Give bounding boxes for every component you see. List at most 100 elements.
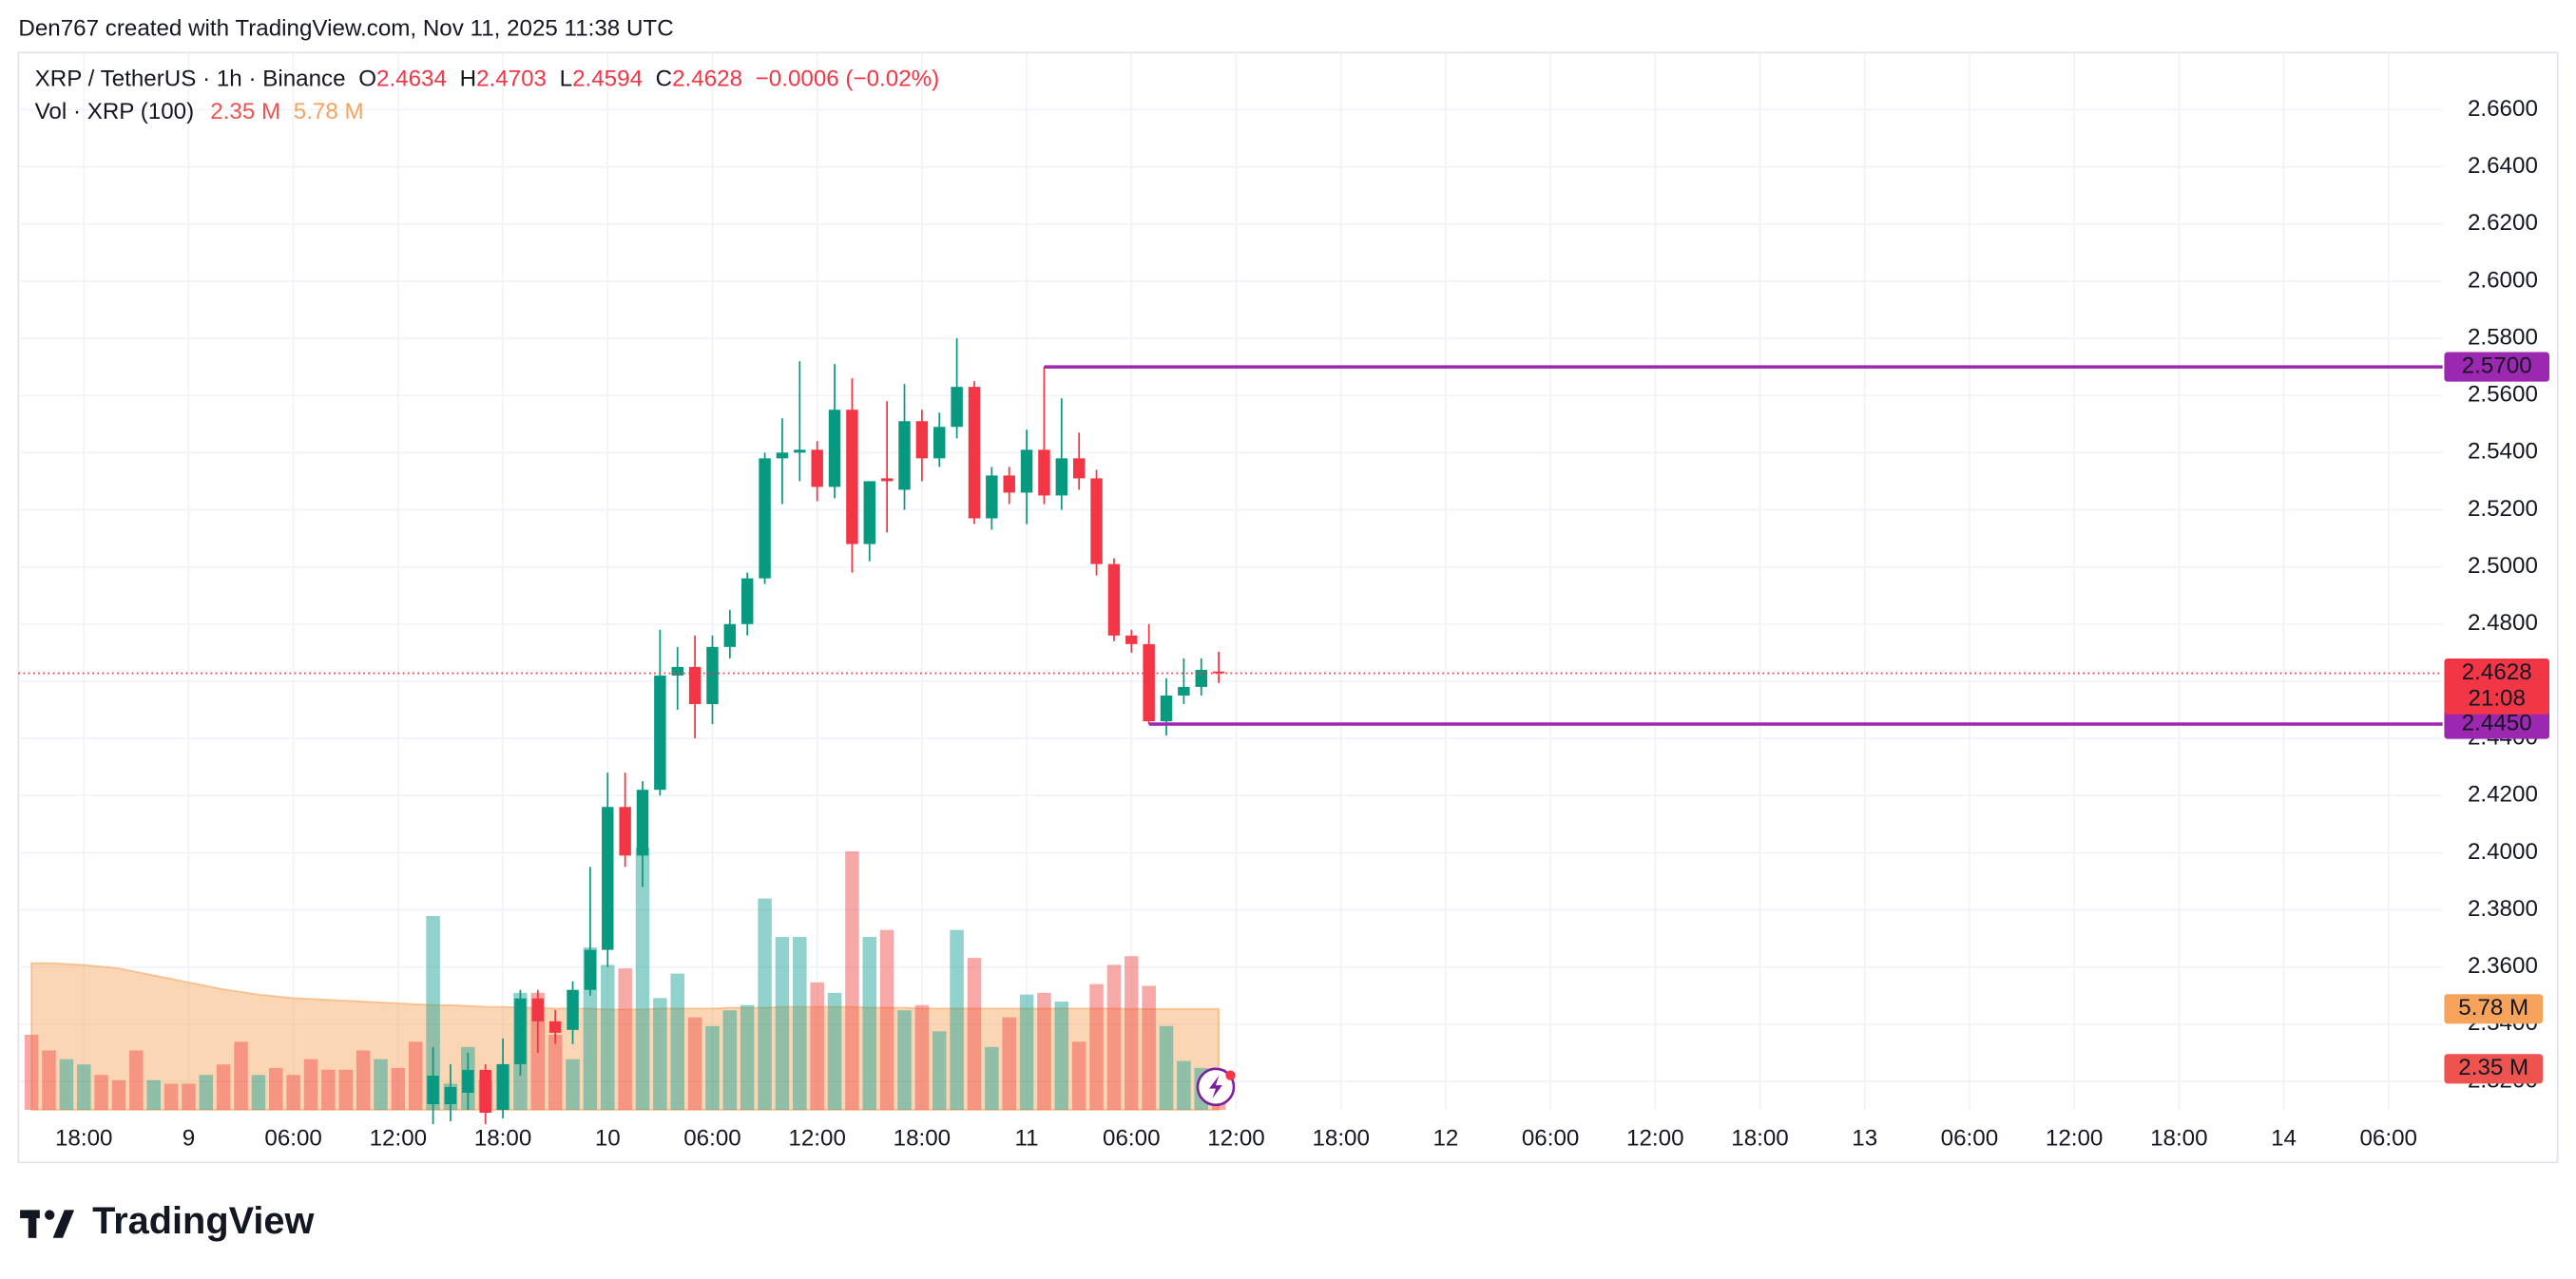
y-tick-label: 2.3600 (2468, 953, 2538, 979)
x-tick-label: 06:00 (1103, 1126, 1161, 1152)
y-tick-label: 2.4800 (2468, 610, 2538, 636)
candle-body (636, 790, 649, 856)
x-tick-label: 06:00 (1941, 1126, 1999, 1152)
volume-bar (111, 1079, 126, 1111)
candle-body (584, 949, 597, 990)
x-tick-label: 12 (1432, 1126, 1458, 1152)
candle-body (1160, 695, 1173, 722)
candle-body (1055, 458, 1068, 496)
y-tick-label: 2.6000 (2468, 267, 2538, 293)
candle-body (811, 449, 823, 487)
volume-bar (687, 1017, 702, 1111)
volume-bar (914, 1004, 930, 1111)
volume-title: Vol · XRP (100) (35, 100, 195, 125)
y-tick-label: 2.6600 (2468, 96, 2538, 122)
volume-bar (548, 1034, 563, 1111)
x-tick-label: 10 (595, 1126, 621, 1152)
volume-bar (810, 982, 824, 1111)
volume-bar (601, 964, 615, 1111)
y-tick-label: 2.3800 (2468, 896, 2538, 922)
volume-bar (408, 1041, 423, 1111)
volume-bar (653, 998, 667, 1111)
ohlc-letter: L (560, 67, 572, 92)
volume-pane (24, 848, 1226, 1111)
x-tick-label: 18:00 (1312, 1126, 1370, 1152)
volume-bar (251, 1075, 266, 1111)
candle-body (1038, 449, 1050, 496)
y-tick-label: 2.4200 (2468, 782, 2538, 808)
volume-bar (670, 973, 684, 1111)
y-tick-label: 2.4000 (2468, 839, 2538, 865)
high-value: 2.4703 (476, 67, 547, 92)
volume-bar (566, 1059, 580, 1111)
candle-body (1212, 671, 1225, 674)
volume-bar (618, 968, 632, 1111)
volume-legend: Vol · XRP (100) 2.35 M 5.78 M (35, 100, 364, 125)
candle-body (915, 421, 929, 459)
candle-body (776, 452, 789, 459)
candle-body (828, 410, 841, 487)
volume-bar (129, 1050, 144, 1111)
candle-body (671, 666, 683, 676)
volume-bar (1037, 992, 1051, 1111)
volume-bar (338, 1069, 354, 1111)
level-tag (2444, 352, 2549, 382)
ohlc-letter: C (656, 67, 672, 92)
x-tick-label: 06:00 (2359, 1126, 2417, 1152)
y-tick-label: 2.5200 (2468, 496, 2538, 522)
y-tick-label: 2.5400 (2468, 439, 2538, 465)
open-value: 2.4634 (376, 67, 447, 92)
volume-bar (1159, 1025, 1174, 1111)
candle-body (706, 646, 719, 704)
candle-body (1143, 643, 1155, 722)
legend-line: XRP / TetherUS · 1h · Binance O2.4634 H2… (35, 67, 940, 92)
y-tick-label: 2.5000 (2468, 553, 2538, 579)
y-tick-label: 2.6200 (2468, 210, 2538, 236)
candle-body (1195, 669, 1207, 687)
x-tick-label: 18:00 (2150, 1126, 2208, 1152)
volume-bar (269, 1067, 283, 1111)
volume-bar (426, 915, 440, 1111)
volume-bar (1106, 964, 1122, 1111)
y-tick-label: 2.5600 (2468, 382, 2538, 408)
volume-bar (303, 1059, 318, 1111)
volume-ma-value: 5.78 M (294, 100, 364, 125)
logo-text: TradingView (92, 1200, 314, 1242)
candle-body (602, 807, 614, 950)
candle-body (759, 458, 771, 579)
x-tick-label: 14 (2271, 1126, 2297, 1152)
x-tick-label: 12:00 (1207, 1126, 1265, 1152)
chart-frame (17, 51, 2559, 1164)
candle-body (462, 1069, 474, 1093)
candle-body (740, 578, 754, 624)
volume-bar (775, 937, 790, 1111)
x-tick-label: 12:00 (2046, 1126, 2104, 1152)
candle-body (723, 623, 737, 647)
candle-body (444, 1086, 457, 1105)
candle-body (986, 475, 998, 519)
volume-bar (1071, 1041, 1086, 1111)
x-tick-label: 11 (1015, 1126, 1039, 1152)
candle-body (479, 1069, 491, 1114)
level-tag-label: 2.5700 (2462, 353, 2532, 378)
volume-bar (94, 1075, 108, 1111)
volume-bar (24, 1034, 39, 1111)
level-tag (2444, 709, 2549, 739)
candle-body (951, 387, 963, 428)
candle-body (1178, 686, 1190, 696)
volume-tag (2444, 1054, 2544, 1084)
candle-body (1020, 449, 1033, 493)
x-tick-label: 06:00 (683, 1126, 741, 1152)
countdown: 21:08 (2468, 686, 2526, 712)
volume-bar (59, 1059, 74, 1111)
volume-bar (1019, 994, 1034, 1111)
candle-body (496, 1063, 509, 1111)
volume-bar (635, 848, 650, 1111)
candle-body (531, 998, 545, 1021)
x-tick-label: 12:00 (370, 1126, 428, 1152)
volume-bar (722, 1010, 738, 1111)
volume-bar (321, 1069, 336, 1111)
candle-body (898, 421, 911, 490)
